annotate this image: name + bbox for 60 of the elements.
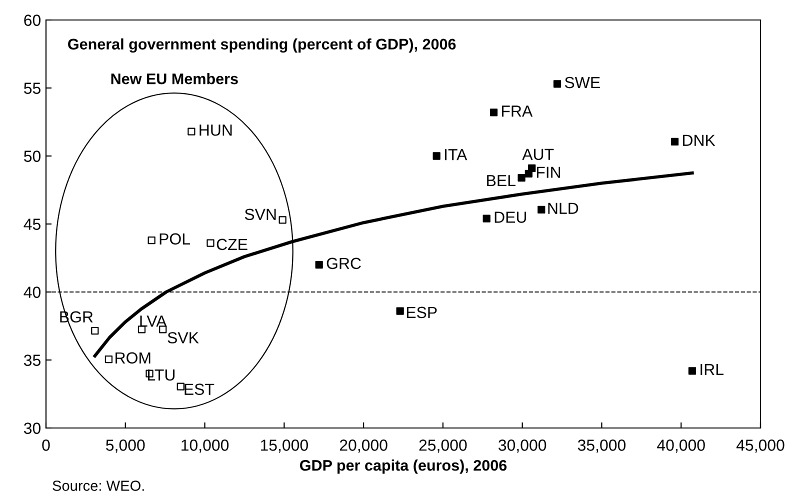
point (524, 170, 532, 178)
annotation: IRL (700, 364, 724, 376)
x-tick-label: 5,000 (106, 440, 145, 453)
annotation: ESP (406, 306, 437, 318)
x-tick-label: 35,000 (578, 440, 626, 453)
annotation: LTU (148, 370, 175, 381)
x-tick-label: 15,000 (260, 440, 308, 453)
annotation: ITA (445, 149, 468, 160)
point (396, 307, 404, 315)
point (538, 206, 546, 214)
point (432, 152, 440, 160)
point (188, 128, 196, 136)
x-tick-label: 25,000 (419, 440, 467, 453)
annotation: EST (184, 384, 214, 395)
annotation: FRA (502, 106, 533, 117)
y-tick-label: 55 (24, 82, 40, 94)
point (670, 138, 679, 146)
y-tick-label: 60 (24, 14, 41, 26)
x-tick-label: 10,000 (182, 440, 229, 453)
annotation: SVN (244, 208, 276, 220)
point (278, 216, 286, 224)
annotation: FIN (536, 166, 560, 178)
x-tick-label: 45,000 (736, 440, 784, 453)
annotation: HUN (200, 124, 232, 136)
point (490, 108, 498, 116)
point (688, 367, 696, 375)
annotation: New EU Members (111, 73, 238, 84)
x-tick-label: 20,000 (340, 440, 388, 453)
x-tick-label: 40,000 (657, 440, 705, 453)
y-tick-label: 40 (24, 286, 41, 298)
annotation: ROM (116, 352, 150, 364)
point (91, 326, 99, 335)
point (482, 214, 490, 222)
x-tick-label: 30,000 (498, 440, 546, 453)
annotation: BEL (487, 175, 516, 186)
point (148, 236, 156, 244)
point (176, 382, 184, 390)
point (315, 260, 323, 269)
point (518, 174, 526, 182)
x-axis-title: GDP per capita (euros), 2006 (300, 460, 507, 474)
annotation: DNK (683, 134, 716, 146)
annotation: DEU (494, 212, 526, 223)
point (206, 239, 214, 247)
annotation: NLD (548, 202, 578, 214)
annotation: GRC (326, 258, 361, 270)
annotation: SWE (564, 76, 600, 88)
point (104, 356, 113, 364)
text: General government spending (percent of GDP), 2006 (68, 38, 456, 53)
annotation: CZE (216, 238, 248, 250)
annotation: AUT (522, 148, 554, 160)
annotation: SVK (168, 332, 199, 344)
y-tick-label: 50 (24, 150, 41, 162)
y-tick-label: 35 (24, 354, 40, 366)
annotation: LVA (140, 316, 167, 327)
annotation: POL (160, 233, 190, 245)
y-tick-label: 30 (24, 422, 41, 434)
y-tick-label: 45 (24, 218, 40, 230)
x-tick-label: 0 (42, 440, 50, 451)
source-note: Source: WEO. (52, 480, 144, 491)
point (553, 80, 562, 88)
